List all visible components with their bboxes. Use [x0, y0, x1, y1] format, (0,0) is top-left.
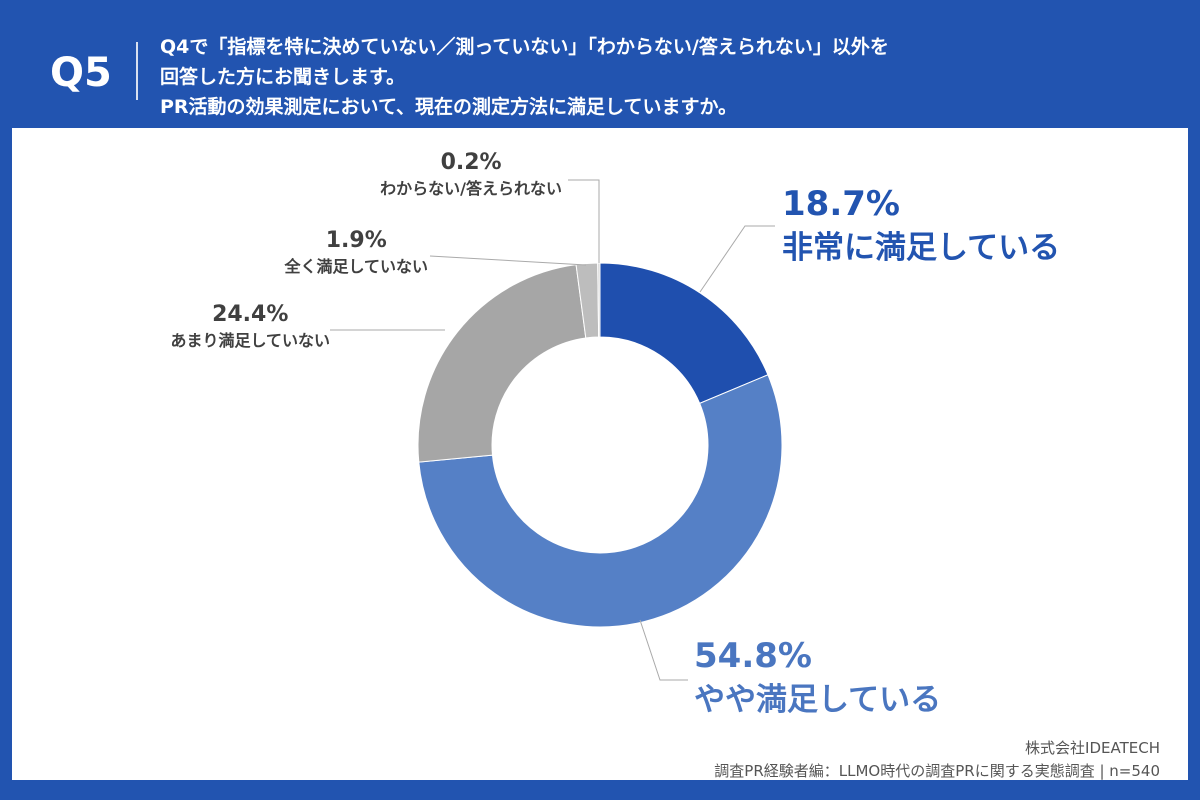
category-label: あまり満足していない [170, 331, 330, 350]
leader-line-3 [429, 255, 587, 266]
company-name: 株式会社IDEATECH [1025, 739, 1160, 757]
value-label: 24.4% [212, 302, 289, 327]
category-label: 全く満足していない [284, 257, 428, 276]
divider [136, 42, 138, 100]
title-line-2: 回答した方にお聞きします。 [160, 66, 406, 88]
leader-line-1 [639, 619, 688, 681]
category-label: 非常に満足している [782, 230, 1061, 266]
label-very-satisfied: 18.7% 非常に満足している [782, 182, 1060, 270]
chart-panel [12, 128, 1188, 780]
question-number: Q5 [50, 50, 112, 96]
donut-slice-0 [599, 262, 769, 405]
title-line-1: Q4で「指標を特に決めていない／測っていない」「わからない/答えられない」以外を [160, 36, 889, 58]
question-title: Q4で「指標を特に決めていない／測っていない」「わからない/答えられない」以外を… [160, 32, 889, 122]
value-label: 1.9% [325, 228, 387, 253]
source-note: 調査PR経験者編：LLMO時代の調査PRに関する実態調査 | n=540 [714, 762, 1160, 780]
title-line-3: PR活動の効果測定において、現在の測定方法に満足していますか。 [160, 96, 738, 118]
label-not-satisfied: 1.9% 全く満足していない [284, 228, 428, 280]
leader-line-0 [699, 225, 775, 293]
value-label: 54.8% [694, 636, 812, 676]
category-label: やや満足している [694, 682, 942, 718]
category-label: わからない/答えられない [380, 179, 562, 198]
leader-line-4 [568, 179, 600, 263]
label-somewhat-satisfied: 54.8% やや満足している [694, 634, 941, 722]
label-unknown: 0.2% わからない/答えられない [380, 150, 562, 202]
label-not-very-satisfied: 24.4% あまり満足していない [170, 302, 330, 354]
donut-slice-2 [417, 264, 587, 463]
value-label: 18.7% [782, 184, 900, 224]
donut-slice-1 [418, 374, 783, 628]
donut-slice-4 [597, 262, 601, 338]
value-label: 0.2% [440, 150, 502, 175]
